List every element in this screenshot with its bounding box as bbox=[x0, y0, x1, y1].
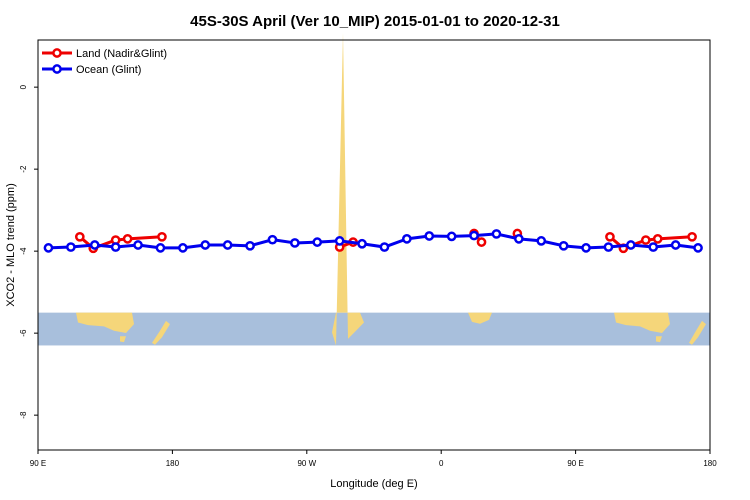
data-point bbox=[605, 231, 615, 242]
data-point bbox=[491, 229, 502, 239]
data-point bbox=[157, 231, 167, 242]
series-layer bbox=[43, 228, 703, 254]
y-tick-label: -8 bbox=[19, 411, 28, 419]
land-shape bbox=[76, 312, 134, 333]
data-point bbox=[687, 231, 697, 242]
land-shape bbox=[332, 32, 364, 346]
x-tick-label: 180 bbox=[166, 459, 180, 468]
legend-marker bbox=[52, 64, 62, 74]
data-point bbox=[357, 238, 367, 249]
legend-label: Ocean (Glint) bbox=[76, 64, 141, 76]
data-point bbox=[446, 231, 457, 242]
x-tick-label: 0 bbox=[439, 459, 444, 468]
data-point bbox=[581, 243, 591, 253]
legend: Land (Nadir&Glint) Ocean (Glint) bbox=[42, 48, 167, 76]
data-point bbox=[603, 242, 614, 252]
y-tick-label: -6 bbox=[19, 329, 28, 337]
data-point bbox=[469, 230, 479, 241]
data-point bbox=[110, 242, 121, 252]
data-point bbox=[200, 240, 211, 250]
map-ocean bbox=[38, 312, 710, 346]
land-shape bbox=[656, 336, 662, 343]
data-point bbox=[626, 240, 636, 250]
land-shape bbox=[152, 320, 170, 345]
data-point bbox=[536, 236, 547, 246]
data-point bbox=[267, 234, 278, 245]
x-tick-label: 90 W bbox=[297, 459, 316, 468]
data-point bbox=[290, 238, 300, 248]
data-point bbox=[424, 231, 435, 241]
y-tick-label: -2 bbox=[19, 165, 28, 173]
y-tick-label: -4 bbox=[19, 247, 28, 255]
data-point bbox=[74, 231, 85, 242]
y-tick-label: 0 bbox=[19, 84, 28, 89]
y-axis-label: XCO2 - MLO trend (ppm) bbox=[5, 183, 17, 306]
legend-label: Land (Nadir&Glint) bbox=[76, 48, 167, 60]
data-point bbox=[514, 234, 524, 244]
x-axis-ticks: 90 E 180 90 W 0 90 E 180 bbox=[30, 450, 717, 468]
chart-title: 45S-30S April (Ver 10_MIP) 2015-01-01 to… bbox=[190, 13, 560, 30]
data-point bbox=[670, 240, 681, 250]
series-ocean bbox=[43, 229, 703, 253]
land-shape bbox=[120, 336, 126, 343]
x-tick-label: 90 E bbox=[30, 459, 46, 468]
data-point bbox=[379, 242, 390, 252]
data-point bbox=[155, 243, 166, 253]
land-shape bbox=[468, 312, 492, 324]
y-axis-ticks: 0 -2 -4 -6 -8 bbox=[19, 84, 38, 419]
data-point bbox=[402, 234, 412, 244]
plot-frame bbox=[37, 39, 711, 451]
land-shape bbox=[689, 320, 706, 345]
data-point bbox=[133, 240, 143, 250]
data-point bbox=[652, 234, 663, 244]
data-point bbox=[178, 243, 188, 253]
data-point bbox=[640, 235, 651, 245]
map-strip bbox=[38, 32, 710, 346]
x-axis-label: Longitude (deg E) bbox=[330, 478, 417, 490]
map-land bbox=[76, 32, 706, 346]
data-point bbox=[476, 237, 487, 247]
data-point bbox=[312, 237, 323, 247]
data-point bbox=[122, 234, 133, 244]
data-point bbox=[334, 236, 345, 246]
data-point bbox=[66, 242, 76, 252]
data-point bbox=[693, 243, 703, 253]
series-line bbox=[48, 232, 699, 250]
legend-marker bbox=[52, 48, 62, 58]
data-point bbox=[43, 243, 54, 253]
land-shape bbox=[614, 312, 670, 333]
data-point bbox=[245, 240, 255, 251]
x-tick-label: 180 bbox=[703, 459, 717, 468]
x-tick-label: 90 E bbox=[567, 459, 583, 468]
data-point bbox=[89, 240, 100, 250]
data-point bbox=[648, 242, 659, 252]
data-point bbox=[222, 240, 233, 250]
data-point bbox=[558, 240, 569, 251]
